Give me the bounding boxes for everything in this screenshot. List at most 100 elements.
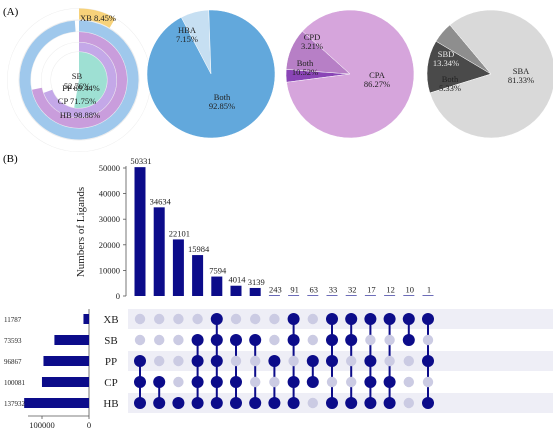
set-size-bar — [41, 377, 89, 387]
intersection-bar — [384, 295, 396, 296]
matrix-dot-empty — [173, 355, 184, 367]
intersection-bar — [134, 167, 146, 296]
intersection-bar-label: 34634 — [150, 196, 172, 206]
y-tick-label: 30000 — [99, 214, 120, 224]
matrix-dot-filled — [191, 334, 204, 346]
matrix-dot-filled — [326, 334, 338, 346]
intersection-bar — [211, 276, 223, 296]
set-label-xb: XB — [103, 314, 118, 326]
matrix-dot-filled — [210, 397, 223, 409]
matrix-dot-empty — [403, 376, 414, 388]
set-size-label: 96867 — [4, 358, 22, 366]
matrix-dot-filled — [383, 313, 396, 325]
sb-pie-slice-sba — [429, 9, 553, 139]
matrix-dot-filled — [422, 313, 434, 325]
matrix-dot-empty — [346, 376, 357, 388]
matrix-dot-filled — [422, 397, 434, 409]
matrix-dot-filled — [210, 376, 223, 388]
y-tick-label: 20000 — [99, 240, 120, 250]
ring-label-hb: HB 98.88% — [60, 110, 100, 120]
set-label-cp: CP — [104, 377, 117, 389]
matrix-dot-filled — [364, 355, 377, 367]
matrix-dot-empty — [307, 334, 318, 346]
intersection-bar-label: 1 — [427, 284, 431, 294]
matrix-dot-filled — [345, 313, 358, 325]
intersection-bar-label: 243 — [269, 284, 282, 294]
matrix-dot-filled — [172, 397, 185, 409]
matrix-dot-empty — [250, 355, 261, 367]
matrix-dot-filled — [326, 355, 338, 367]
matrix-dot-empty — [269, 334, 280, 346]
intersection-bar-label: 63 — [310, 284, 319, 294]
matrix-dot-filled — [422, 355, 434, 367]
intersection-bar — [307, 295, 319, 296]
matrix-dot-filled — [249, 334, 262, 346]
matrix-dot-filled — [249, 397, 262, 409]
set-size-bar — [83, 314, 89, 324]
intersection-bar-label: 32 — [348, 284, 357, 294]
matrix-dot-filled — [268, 355, 281, 367]
matrix-dot-filled — [345, 334, 358, 346]
matrix-dot-empty — [154, 355, 165, 367]
sb-pie-value-sbd: 13.34% — [433, 58, 459, 68]
matrix-dot-filled — [134, 376, 146, 388]
set-label-pp: PP — [105, 356, 117, 368]
cp-pie-slice-cpa — [286, 9, 415, 139]
x-tick-label: 100000 — [29, 420, 55, 430]
intersection-bar-label: 4014 — [229, 275, 247, 285]
matrix-dot-filled — [230, 334, 242, 346]
cp-pie-value-both: 10.52% — [292, 67, 318, 77]
matrix-dot-filled — [230, 376, 242, 388]
set-size-label: 137932 — [4, 400, 26, 408]
intersection-bar — [172, 239, 184, 296]
matrix-dot-filled — [287, 313, 300, 325]
matrix-dot-filled — [364, 376, 377, 388]
ring-hb-segment — [19, 20, 139, 140]
matrix-dot-empty — [173, 313, 184, 325]
ring-label-cp: CP 71.75% — [58, 96, 96, 106]
matrix-dot-filled — [306, 376, 319, 388]
matrix-dot-empty — [230, 355, 242, 367]
cp-pie-value-cpa: 86.27% — [364, 79, 390, 89]
matrix-dot-empty — [173, 334, 184, 346]
matrix-dot-empty — [384, 355, 395, 367]
matrix-dot-filled — [306, 355, 319, 367]
intersection-bar — [422, 295, 434, 296]
intersection-bar-label: 91 — [290, 284, 299, 294]
ring-label-sb-value: 52.76% — [64, 81, 90, 91]
matrix-dot-empty — [134, 313, 146, 325]
set-size-bar — [54, 335, 89, 345]
matrix-dot-empty — [307, 313, 318, 325]
matrix-dot-empty — [134, 334, 146, 346]
cp-pie-label-cpa: CPA — [369, 70, 386, 80]
matrix-dot-empty — [173, 376, 184, 388]
matrix-dot-filled — [345, 397, 358, 409]
matrix-dot-filled — [191, 397, 204, 409]
matrix-dot-filled — [287, 376, 300, 388]
matrix-dot-filled — [210, 355, 223, 367]
intersection-bar-label: 22101 — [169, 228, 190, 238]
intersection-bar — [403, 295, 415, 296]
matrix-dot-filled — [153, 397, 166, 409]
ring-xb-segment — [78, 8, 116, 28]
intersection-bar — [288, 295, 300, 296]
matrix-dot-empty — [346, 355, 357, 367]
intersection-bar — [192, 255, 204, 296]
matrix-dot-filled — [402, 313, 415, 325]
ring-pp-segment — [43, 42, 117, 118]
matrix-dot-empty — [422, 376, 434, 388]
sb-pie-label-both: Both — [442, 74, 459, 84]
ring-label-pp: PP 69.44% — [62, 83, 99, 93]
ring-cp-segment — [32, 32, 127, 128]
ring-sb-segment — [74, 52, 107, 108]
x-tick-label: 0 — [87, 420, 91, 430]
ring-label-xb: XB 8.45% — [80, 13, 116, 23]
intersection-bar — [153, 207, 165, 296]
intersection-bar-label: 17 — [367, 284, 376, 294]
intersection-bar — [230, 285, 242, 296]
matrix-dot-filled — [326, 313, 338, 325]
